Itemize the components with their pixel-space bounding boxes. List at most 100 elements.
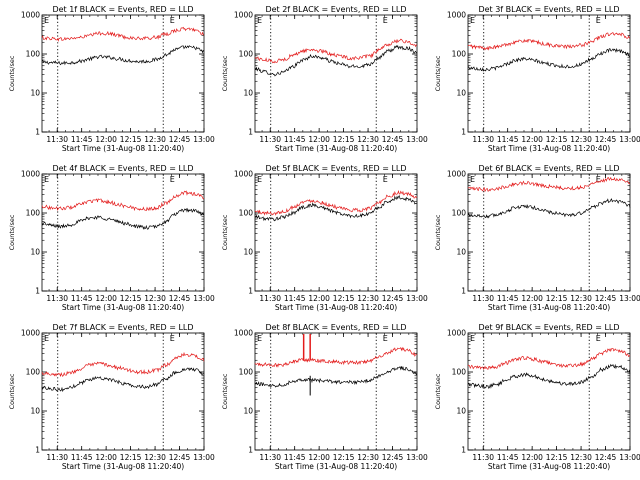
y-tick-label: 100 (452, 209, 467, 218)
eclipse-marker: E (257, 334, 262, 343)
y-tick-label: 1 (461, 287, 466, 296)
x-tick-label: 12:30 (570, 294, 592, 303)
y-tick-label: 10 (456, 89, 466, 98)
x-tick-label: 12:00 (521, 294, 543, 303)
x-tick-label: 12:30 (144, 294, 166, 303)
x-axis-label: Start Time (31-Aug-08 11:20:40) (275, 144, 397, 153)
x-tick-label: 11:45 (71, 453, 93, 462)
eclipse-marker: E (470, 175, 475, 184)
y-axis-label: Counts/sec (434, 55, 442, 91)
y-axis-label: Counts/sec (8, 214, 16, 250)
x-tick-label: 12:30 (144, 135, 166, 144)
panel-title: Det 2f BLACK = Events, RED = LLD (265, 5, 406, 14)
x-tick-label: 11:45 (497, 294, 519, 303)
x-tick-label: 12:00 (308, 135, 330, 144)
plot-frame (254, 173, 418, 292)
y-tick-label: 1000 (447, 329, 466, 338)
x-tick-label: 13:00 (619, 135, 640, 144)
y-tick-label: 1 (35, 446, 40, 455)
x-axis-label: Start Time (31-Aug-08 11:20:40) (275, 462, 397, 471)
x-tick-label: 12:30 (357, 135, 379, 144)
x-axis-label: Start Time (31-Aug-08 11:20:40) (62, 303, 184, 312)
x-tick-label: 12:15 (546, 453, 568, 462)
x-axis-label: Start Time (31-Aug-08 11:20:40) (488, 144, 610, 153)
events-series-line (41, 367, 205, 393)
x-tick-label: 12:45 (382, 135, 404, 144)
plot-frame (467, 14, 631, 133)
x-tick-label: 12:45 (595, 453, 617, 462)
y-tick-label: 1 (35, 128, 40, 137)
x-tick-label: 13:00 (193, 294, 215, 303)
y-tick-label: 100 (26, 50, 41, 59)
x-tick-label: 12:30 (570, 453, 592, 462)
x-tick-label: 13:00 (619, 294, 640, 303)
y-axis-label: Counts/sec (221, 214, 229, 250)
eclipse-marker: E (596, 175, 601, 184)
x-tick-label: 12:15 (333, 135, 355, 144)
lld-series-line (41, 26, 204, 42)
y-tick-label: 1 (461, 128, 466, 137)
y-tick-label: 10 (30, 89, 40, 98)
y-tick-label: 1000 (21, 329, 40, 338)
lld-series-line (41, 190, 205, 212)
x-tick-label: 11:45 (497, 453, 519, 462)
x-tick-label: 11:45 (71, 294, 93, 303)
x-tick-label: 11:30 (259, 453, 281, 462)
x-tick-label: 11:45 (284, 453, 306, 462)
x-axis-label: Start Time (31-Aug-08 11:20:40) (62, 462, 184, 471)
y-tick-label: 100 (239, 50, 254, 59)
y-tick-label: 1000 (447, 170, 466, 179)
x-tick-label: 13:00 (193, 453, 215, 462)
lld-series-line (467, 347, 631, 370)
plot-frame (467, 173, 631, 292)
x-tick-label: 12:30 (357, 453, 379, 462)
plot-frame (41, 173, 205, 292)
panel-title: Det 6f BLACK = Events, RED = LLD (478, 164, 619, 173)
x-tick-label: 12:30 (357, 294, 379, 303)
y-tick-label: 100 (26, 209, 41, 218)
x-tick-label: 12:15 (120, 453, 142, 462)
eclipse-marker: E (257, 175, 262, 184)
y-tick-label: 100 (452, 50, 467, 59)
events-series-line (467, 47, 631, 72)
eclipse-marker: E (170, 16, 175, 25)
panel-title: Det 8f BLACK = Events, RED = LLD (265, 323, 406, 332)
x-tick-label: 12:15 (120, 294, 142, 303)
lld-series-line (254, 38, 418, 64)
events-series-line (467, 363, 631, 389)
plot-frame (254, 332, 418, 451)
y-tick-label: 1000 (21, 170, 40, 179)
events-series-line (254, 195, 418, 222)
panel-title: Det 3f BLACK = Events, RED = LLD (478, 5, 619, 14)
y-tick-label: 10 (243, 248, 253, 257)
x-tick-label: 12:00 (308, 453, 330, 462)
events-series-line (254, 365, 418, 388)
x-tick-label: 12:15 (546, 294, 568, 303)
y-tick-label: 1000 (234, 329, 253, 338)
plot-frame (41, 14, 205, 133)
x-tick-label: 12:45 (595, 135, 617, 144)
x-tick-label: 12:45 (595, 294, 617, 303)
x-axis-label: Start Time (31-Aug-08 11:20:40) (488, 462, 610, 471)
eclipse-marker: E (383, 334, 388, 343)
y-axis-label: Counts/sec (221, 373, 229, 409)
y-tick-label: 1000 (234, 170, 253, 179)
panel-title: Det 1f BLACK = Events, RED = LLD (52, 5, 193, 14)
eclipse-marker: E (170, 334, 175, 343)
x-tick-label: 12:30 (144, 453, 166, 462)
x-tick-label: 12:30 (570, 135, 592, 144)
x-tick-label: 12:45 (169, 453, 191, 462)
x-tick-label: 12:00 (95, 135, 117, 144)
y-tick-label: 10 (30, 248, 40, 257)
eclipse-marker: E (470, 16, 475, 25)
y-tick-label: 1 (35, 287, 40, 296)
y-axis-label: Counts/sec (8, 373, 16, 409)
y-tick-label: 10 (30, 407, 40, 416)
y-tick-label: 100 (452, 368, 467, 377)
eclipse-marker: E (44, 16, 49, 25)
panel-title: Det 4f BLACK = Events, RED = LLD (52, 164, 193, 173)
y-tick-label: 100 (239, 368, 254, 377)
y-tick-label: 10 (456, 407, 466, 416)
y-tick-label: 10 (243, 89, 253, 98)
